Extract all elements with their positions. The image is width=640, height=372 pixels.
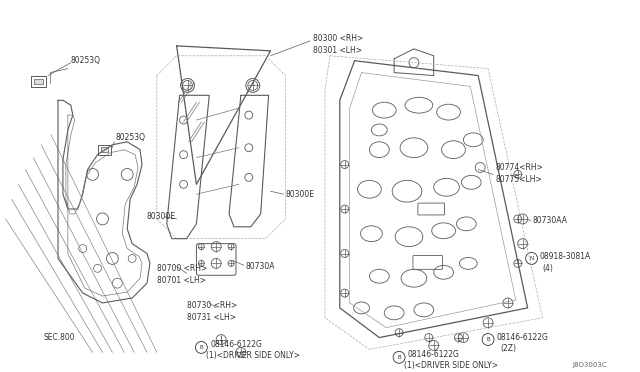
Text: 08146-6122G: 08146-6122G [407,350,459,359]
Text: B: B [200,345,203,350]
Text: 80300 <RH>: 80300 <RH> [313,35,364,44]
Text: B: B [397,355,401,360]
Text: 80701 <LH>: 80701 <LH> [157,276,206,285]
Bar [97,145,111,155]
Text: 80253Q: 80253Q [115,133,145,142]
Text: 80730AA: 80730AA [532,217,568,225]
Text: 80730 <RH>: 80730 <RH> [186,301,237,310]
Text: 80301 <LH>: 80301 <LH> [313,46,362,55]
Text: 80700 <RH>: 80700 <RH> [157,264,207,273]
Bar [35,78,43,84]
Text: B: B [486,337,490,342]
Text: SEC.800: SEC.800 [43,333,75,342]
Text: (1)<DRIVER SIDE ONLY>: (1)<DRIVER SIDE ONLY> [206,351,300,360]
Text: N: N [529,256,534,261]
Text: 80300E: 80300E [285,190,314,199]
Text: 80731 <LH>: 80731 <LH> [186,313,236,322]
Text: (1)<DRIVER SIDE ONLY>: (1)<DRIVER SIDE ONLY> [404,361,498,370]
Text: 80253Q: 80253Q [71,56,101,65]
Text: J8O3003C: J8O3003C [572,362,607,368]
Text: 08918-3081A: 08918-3081A [540,252,591,261]
Bar [100,147,108,152]
Text: 08146-6122G: 08146-6122G [497,333,549,342]
Text: 80775<LH>: 80775<LH> [495,175,541,184]
Text: 80300E: 80300E [147,212,176,221]
Text: (2Z): (2Z) [500,344,516,353]
Bar [31,76,46,87]
Text: 80730A: 80730A [246,262,275,271]
Text: 80774<RH>: 80774<RH> [495,163,543,172]
Text: 08146-6122G: 08146-6122G [211,340,262,349]
Text: (4): (4) [543,264,554,273]
